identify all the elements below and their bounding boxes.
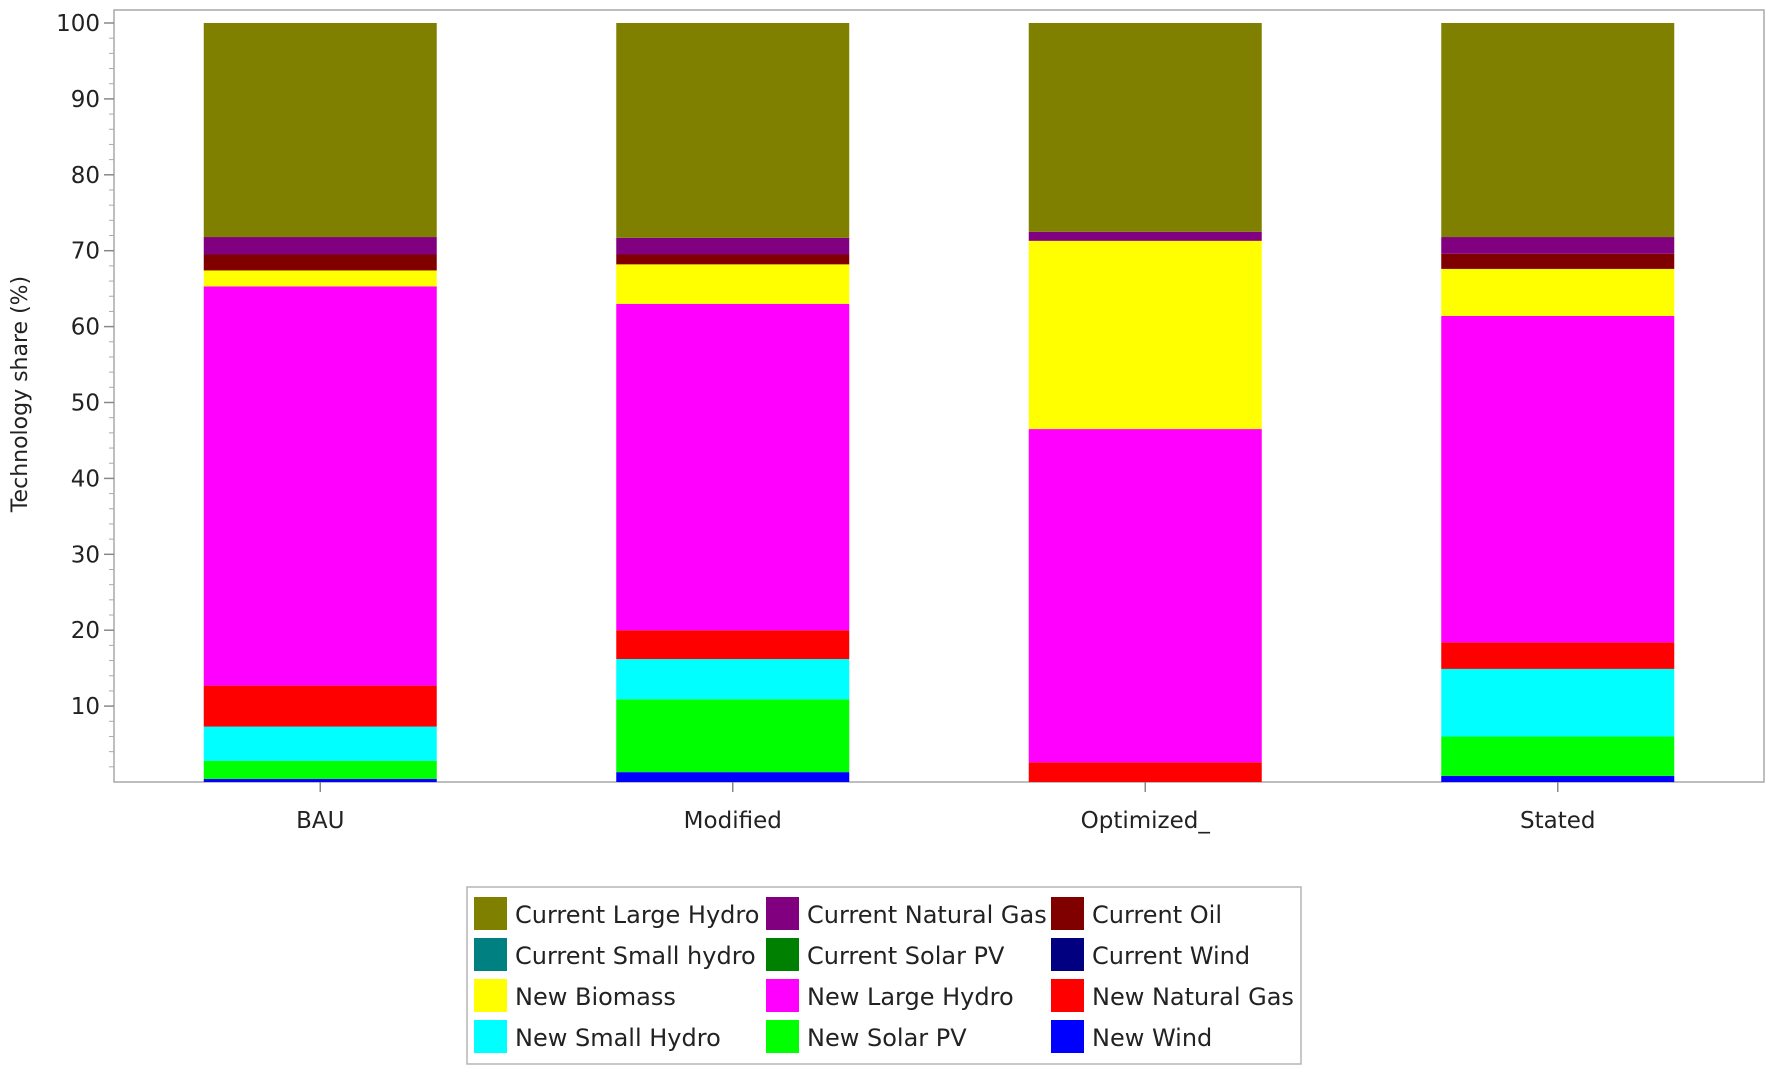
legend-label: Current Wind [1092,942,1250,970]
bar-segment-new-wind [616,772,850,782]
x-category-label: Modified [684,808,782,834]
bar-segment-current-large-hydro [616,23,850,238]
bar-segment-new-large-hydro [1028,429,1262,763]
x-axis: BAU Modified Optimized_ Stated [296,782,1595,834]
bar-segment-new-small-hydro [1441,668,1675,737]
y-tick-label: 70 [71,239,100,265]
legend-swatch [474,897,507,930]
legend-swatch [766,979,799,1012]
bar-segment-new-natural-gas [616,630,850,660]
bar-segment-current-oil [203,254,437,271]
bar-segment-current-natural-gas [203,237,437,255]
legend-label: Current Natural Gas [807,901,1047,929]
bar-segment-current-natural-gas [1028,231,1262,241]
y-tick-label: 10 [71,694,100,720]
bar-segment-new-small-hydro [203,726,437,761]
y-tick-label: 20 [71,618,100,644]
legend-swatch [766,938,799,971]
y-tick-label: 60 [71,315,100,341]
y-tick-label: 80 [71,163,100,189]
bar-segment-current-large-hydro [1441,23,1675,238]
legend-swatch [474,1020,507,1053]
legend-swatch [1051,897,1084,930]
bar-segment-new-solar-pv [616,699,850,773]
bar-segment-current-large-hydro [1028,23,1262,232]
legend-label: Current Small hydro [515,942,756,970]
bar-segment-new-biomass [1441,268,1675,316]
legend-swatch [474,938,507,971]
bar-segment-new-wind [203,778,437,782]
legend-label: Current Oil [1092,901,1222,929]
bar-segment-current-natural-gas [616,237,850,255]
bar-segment-new-solar-pv [1441,736,1675,776]
bars [203,23,1675,782]
bar-segment-new-large-hydro [1441,315,1675,643]
bar-segment-current-oil [1441,253,1675,269]
x-category-label: Stated [1520,808,1595,834]
legend-label: New Large Hydro [807,983,1014,1011]
legend: Current Large Hydro Current Natural Gas Cu… [466,886,1302,1065]
x-category-label: Optimized_ [1081,808,1211,834]
legend-swatch [766,897,799,930]
legend-label: New Solar PV [807,1024,967,1052]
bar-segment-new-biomass [1028,240,1262,430]
bar-segment-current-large-hydro [203,23,437,238]
y-tick-label: 30 [71,542,100,568]
x-category-label: BAU [296,808,344,834]
legend-label: New Natural Gas [1092,983,1294,1011]
y-axis-title: Technology share (%) [8,276,33,513]
bar-segment-new-biomass [203,270,437,287]
legend-label: Current Large Hydro [515,901,759,929]
y-tick-label: 90 [71,87,100,113]
bar-segment-new-biomass [616,264,850,304]
bar-segment-new-natural-gas [203,685,437,727]
legend-label: Current Solar PV [807,942,1005,970]
legend-swatch [766,1020,799,1053]
bar-segment-current-natural-gas [1441,237,1675,254]
bar-segment-new-natural-gas [1028,762,1262,782]
legend-swatch [1051,938,1084,971]
legend-label: New Biomass [515,983,676,1011]
y-tick-label: 40 [71,466,100,492]
bar-segment-new-large-hydro [203,286,437,686]
bar-segment-new-wind [1441,775,1675,782]
bar-segment-new-solar-pv [203,760,437,779]
y-tick-label: 100 [56,11,100,37]
bar-segment-new-natural-gas [1441,642,1675,669]
bar-segment-new-large-hydro [616,303,850,631]
legend-label: New Wind [1092,1024,1212,1052]
legend-swatch [1051,979,1084,1012]
legend-label: New Small Hydro [515,1024,721,1052]
legend-frame [466,886,1302,1065]
y-tick-label: 50 [71,391,100,417]
y-axis: 10 20 30 40 50 60 70 80 90 100 [56,11,114,768]
bar-segment-new-small-hydro [616,659,850,700]
legend-swatch [1051,1020,1084,1053]
bar-segment-current-oil [616,254,850,265]
legend-swatch [474,979,507,1012]
